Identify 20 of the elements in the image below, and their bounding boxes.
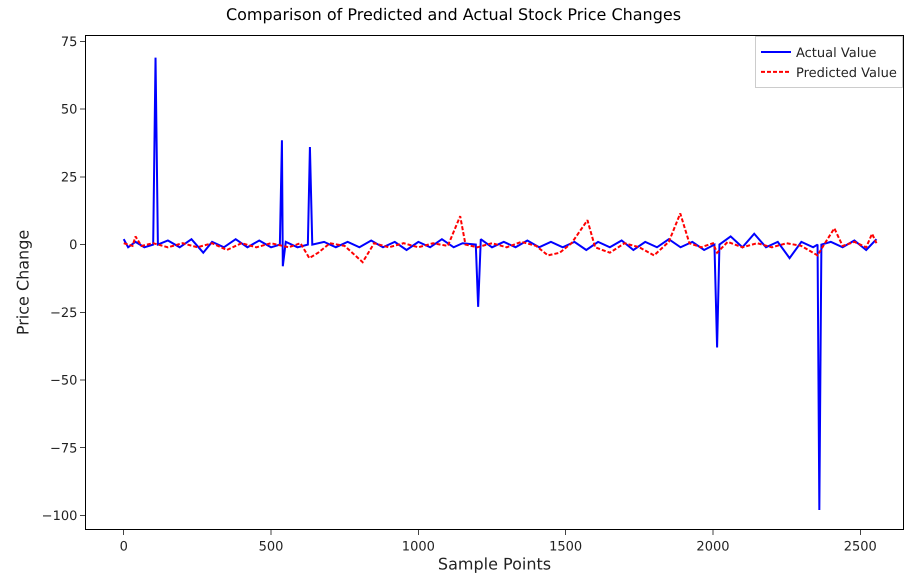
y-tick-label: 25	[60, 170, 78, 186]
y-tick-label: 75	[60, 34, 78, 50]
line-series	[122, 212, 878, 264]
x-tick-label: 2000	[696, 540, 730, 555]
x-tick-label: 1000	[402, 540, 435, 555]
x-tick-label: 500	[258, 540, 284, 555]
x-tick-label: 1500	[549, 540, 582, 555]
y-tick-label: −100	[42, 509, 78, 524]
chart-title: Comparison of Predicted and Actual Stock Price Changes	[226, 4, 682, 24]
x-axis-title: Sample Points	[438, 554, 552, 574]
legend-label: Predicted Value	[796, 66, 897, 81]
y-axis-title: Price Change	[14, 230, 33, 336]
y-tick-label: 0	[69, 238, 78, 254]
y-tick-label: 50	[60, 102, 78, 118]
legend-label: Actual Value	[796, 46, 877, 62]
x-tick-label: 2500	[844, 540, 877, 555]
y-tick-label: −25	[50, 306, 78, 321]
x-tick-label: 0	[120, 540, 128, 555]
y-tick-label: −50	[50, 374, 78, 389]
y-tick-label: −75	[50, 441, 78, 456]
